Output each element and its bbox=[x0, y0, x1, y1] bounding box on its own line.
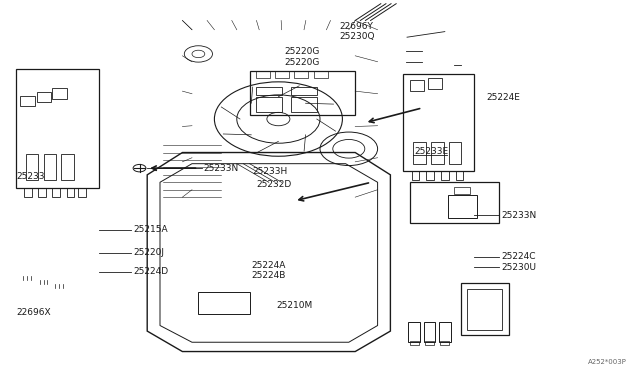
Text: 25224C: 25224C bbox=[501, 252, 536, 261]
Text: 25220G: 25220G bbox=[285, 47, 320, 56]
Text: 25224D: 25224D bbox=[133, 267, 168, 276]
Text: 25230Q: 25230Q bbox=[339, 32, 374, 41]
Text: 25232D: 25232D bbox=[256, 180, 291, 189]
Text: 25224A: 25224A bbox=[252, 262, 286, 270]
Text: 25224E: 25224E bbox=[486, 93, 520, 102]
Text: 25233H: 25233H bbox=[253, 167, 288, 176]
Text: 25233: 25233 bbox=[16, 172, 45, 181]
Text: 25230U: 25230U bbox=[501, 263, 536, 272]
Text: 22696X: 22696X bbox=[16, 308, 51, 317]
Text: 25220J: 25220J bbox=[133, 248, 164, 257]
Text: 22696Y: 22696Y bbox=[339, 22, 373, 31]
Text: 25233N: 25233N bbox=[204, 164, 239, 173]
Text: 25233N: 25233N bbox=[501, 211, 536, 219]
Text: 25224B: 25224B bbox=[252, 271, 286, 280]
Text: 25210M: 25210M bbox=[276, 301, 313, 310]
Text: 25215A: 25215A bbox=[133, 225, 168, 234]
Text: 25220G: 25220G bbox=[285, 58, 320, 67]
Text: 25233E: 25233E bbox=[415, 147, 449, 156]
Text: A252*003P: A252*003P bbox=[588, 359, 627, 365]
